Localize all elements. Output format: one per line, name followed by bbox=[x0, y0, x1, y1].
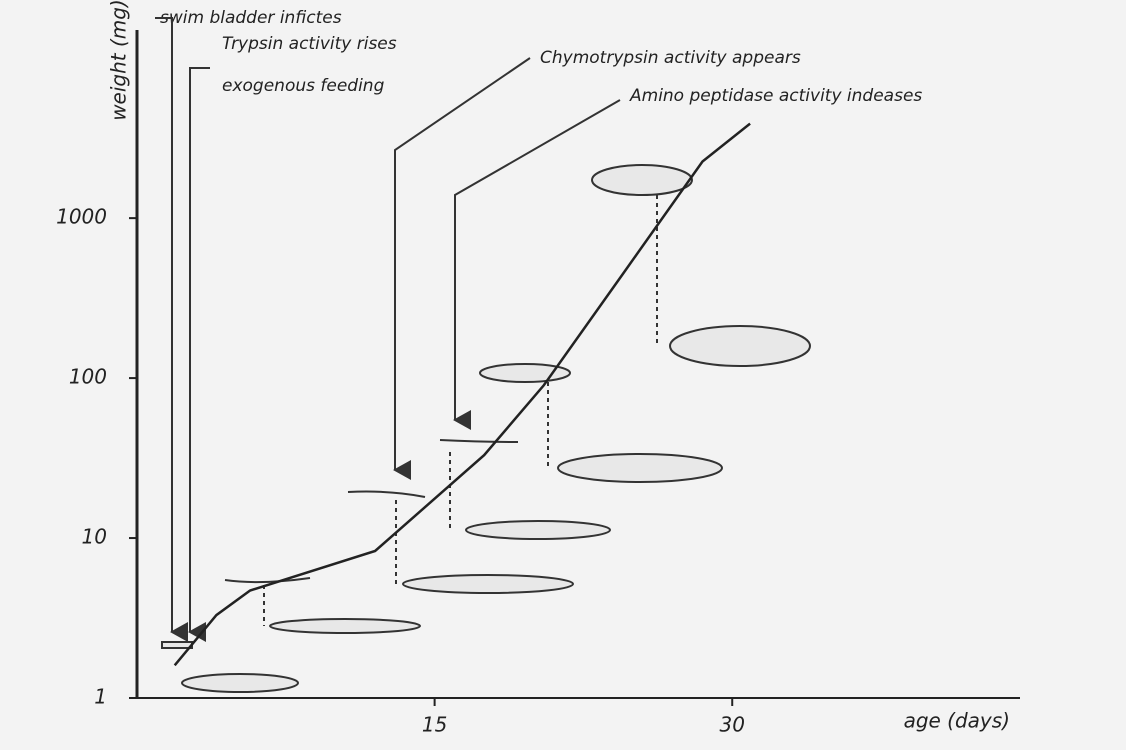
annotation: swim bladder infictes bbox=[160, 8, 342, 28]
growth-curve bbox=[173, 122, 751, 667]
y-tick-label: 1000 bbox=[56, 205, 107, 229]
y-axis-label: weight (mg) bbox=[107, 0, 131, 121]
y-tick-label: 100 bbox=[69, 365, 107, 389]
annotation: Chymotrypsin activity appears bbox=[540, 48, 801, 68]
x-tick-label: 15 bbox=[422, 713, 447, 737]
fish-drawings bbox=[161, 164, 811, 693]
x-axis-label: age (days) bbox=[904, 709, 1010, 733]
y-tick-label: 1 bbox=[94, 685, 107, 709]
y-tick-label: 10 bbox=[82, 525, 107, 549]
annotation: Trypsin activity rises bbox=[222, 34, 397, 54]
annotation: Amino peptidase activity indeases bbox=[629, 86, 922, 106]
x-tick-label: 30 bbox=[720, 713, 745, 737]
annotation-arrows bbox=[155, 17, 621, 642]
annotation: exogenous feeding bbox=[222, 76, 385, 96]
